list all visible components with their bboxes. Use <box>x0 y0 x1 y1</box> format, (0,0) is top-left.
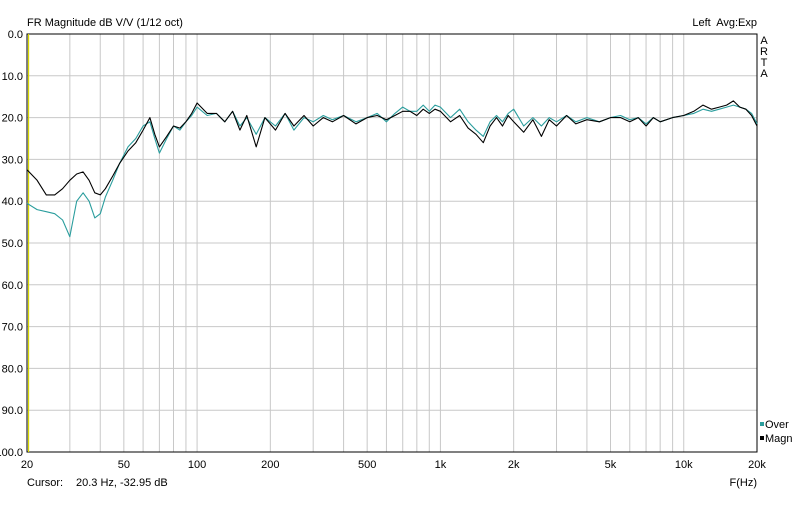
x-tick-label: 1k <box>435 459 447 471</box>
brand-letter: A <box>760 68 768 80</box>
grid <box>27 33 757 453</box>
x-axis-unit-label: F(Hz) <box>730 477 758 489</box>
y-tick-label: 60.0 <box>2 280 23 292</box>
y-axis: 0.0 10.0 20.0 30.0 40.0 50.0 60.0 70.0 80.0 90.0 1… <box>0 29 23 459</box>
x-tick-label: 5k <box>605 459 617 471</box>
y-tick-label: 70.0 <box>2 322 23 334</box>
brand-letter: A <box>760 35 768 47</box>
cursor-value: 20.3 Hz, -32.95 dB <box>76 477 168 489</box>
brand-letter: R <box>760 46 768 58</box>
legend-label-magn: Magn <box>765 433 793 445</box>
y-tick-label: 10.0 <box>2 71 23 83</box>
brand-letter: T <box>761 57 768 69</box>
plot-area-frame <box>26 33 758 453</box>
legend-swatch <box>760 436 764 440</box>
y-tick-label: 0.0 <box>8 29 23 41</box>
legend: Over Magn <box>760 419 793 445</box>
cursor-label: Cursor: <box>27 477 63 489</box>
series-layer <box>26 100 758 238</box>
y-tick-label: 30.0 <box>2 154 23 166</box>
series-line-magn <box>26 100 758 196</box>
y-tick-label: 40.0 <box>2 196 23 208</box>
x-tick-label: 100 <box>188 459 206 471</box>
x-tick-label: 20k <box>748 459 766 471</box>
x-axis: 20 50 100 200 500 1k 2k 5k 10k 20k <box>21 459 766 471</box>
legend-swatch <box>760 422 764 426</box>
x-tick-label: 500 <box>358 459 376 471</box>
x-tick-label: 10k <box>675 459 693 471</box>
x-tick-label: 20 <box>21 459 33 471</box>
legend-label-over: Over <box>765 419 789 431</box>
channel-avg-label: Left Avg:Exp <box>692 17 757 29</box>
chart-title: FR Magnitude dB V/V (1/12 oct) <box>27 17 183 29</box>
y-tick-label: 50.0 <box>2 238 23 250</box>
x-tick-label: 200 <box>261 459 279 471</box>
x-tick-label: 50 <box>118 459 130 471</box>
y-tick-label: 100.0 <box>0 447 23 459</box>
x-tick-label: 2k <box>508 459 520 471</box>
y-tick-label: 80.0 <box>2 363 23 375</box>
y-tick-label: 20.0 <box>2 113 23 125</box>
y-tick-label: 90.0 <box>2 405 23 417</box>
